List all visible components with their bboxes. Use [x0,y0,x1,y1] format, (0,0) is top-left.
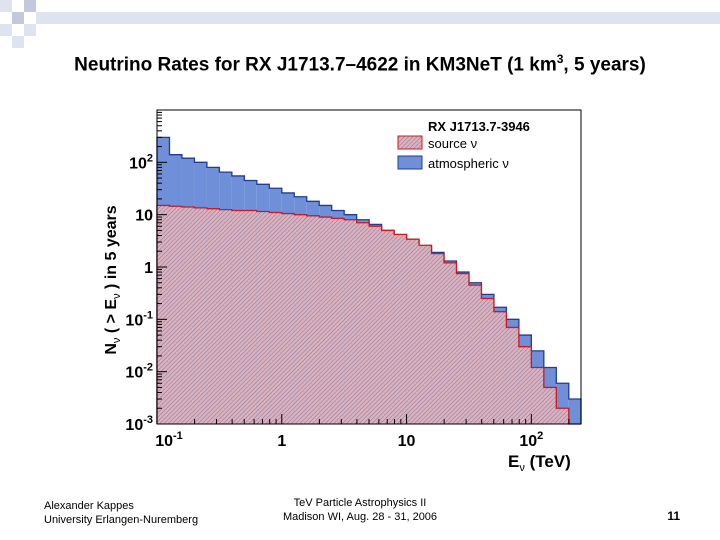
deco-bar [48,12,720,24]
source-bin [219,209,232,424]
source-bin [181,207,195,424]
source-bin [556,408,569,424]
deco-square [36,12,48,24]
source-bin [256,211,270,424]
source-bin [456,273,469,424]
y-tick-label: 10 [135,208,153,225]
source-bin [281,213,295,424]
deco-square [24,24,36,36]
title-main: Neutrino Rates for RX J1713.7–4622 in KM… [74,54,557,76]
source-bin [394,234,407,424]
neutrino-rate-chart: 10-1 1 10 102 10-3 10-2 10-1 1 10 102 RX J1713.7-… [103,109,582,474]
source-bin [506,327,519,424]
axes: 10-1 1 10 102 10-3 10-2 10-1 1 10 102 [125,111,570,450]
deco-square [0,0,12,12]
source-bin [481,298,494,424]
x-tick-label: 1 [277,433,286,450]
deco-square [12,36,24,48]
deco-square [0,24,12,36]
x-tick-label: 102 [519,430,543,450]
source-bin [306,215,320,424]
x-tick-label: 10-1 [155,430,183,450]
y-axis-label: Nν ( > Eν ) in 5 years [103,205,123,354]
deco-square [12,12,24,24]
source-bin [344,219,357,424]
source-bin [169,206,182,424]
source-bin [543,387,557,424]
footer-author: Alexander Kappes University Erlangen-Nur… [44,499,198,527]
source-bin [244,210,257,424]
x-axis-label: Eν (TeV) [508,452,571,474]
y-tick-label: 10-3 [125,414,153,434]
footer-conference: TeV Particle Astrophysics II Madison WI,… [260,496,460,524]
legend-swatch-source [397,135,423,150]
footer-conference-place: Madison WI, Aug. 28 - 31, 2006 [282,511,438,523]
y-tick-label: 1 [144,260,153,277]
source-bin [194,207,207,424]
x-tick-label: 10 [398,433,416,450]
source-bin [443,262,457,424]
source-bin [431,253,444,424]
y-tick-label: 10-1 [125,309,153,329]
legend-title: RX J1713.7-3946 [428,119,530,134]
slide-title: Neutrino Rates for RX J1713.7–4622 in KM… [0,52,720,76]
source-bin [468,285,482,424]
source-bin [319,217,332,424]
deco-square [24,0,36,12]
legend: RX J1713.7-3946 source ν atmospheric ν [397,119,530,171]
source-bin [493,311,507,424]
source-series [156,204,581,425]
source-bin [369,226,382,424]
atmospheric-outline [156,136,582,424]
atmospheric-bin [568,399,581,424]
footer-author-name: Alexander Kappes [44,500,134,512]
source-bin [231,210,245,424]
y-tick-label: 10-2 [125,362,153,382]
title-tail: , 5 years) [563,54,646,76]
legend-label-source: source ν [428,136,477,151]
source-bin [294,214,307,424]
y-tick-label: 102 [129,152,153,172]
source-bin [356,222,370,424]
page-number: 11 [667,509,680,523]
source-bin [206,208,220,424]
source-outline [156,204,581,425]
footer-affiliation: University Erlangen-Nuremberg [44,514,199,526]
source-bin [518,346,532,424]
source-bin [381,230,395,424]
source-bin [331,218,345,424]
title-superscript: 3 [556,52,564,66]
source-bin [406,239,420,424]
source-bin [531,367,544,424]
source-bin [269,212,282,424]
footer-conference-name: TeV Particle Astrophysics II [293,497,427,509]
source-bin [157,205,170,424]
legend-swatch-atmospheric [397,155,423,170]
source-bin [419,245,432,424]
legend-label-atmospheric: atmospheric ν [428,156,509,171]
histogram-layer [156,136,582,425]
